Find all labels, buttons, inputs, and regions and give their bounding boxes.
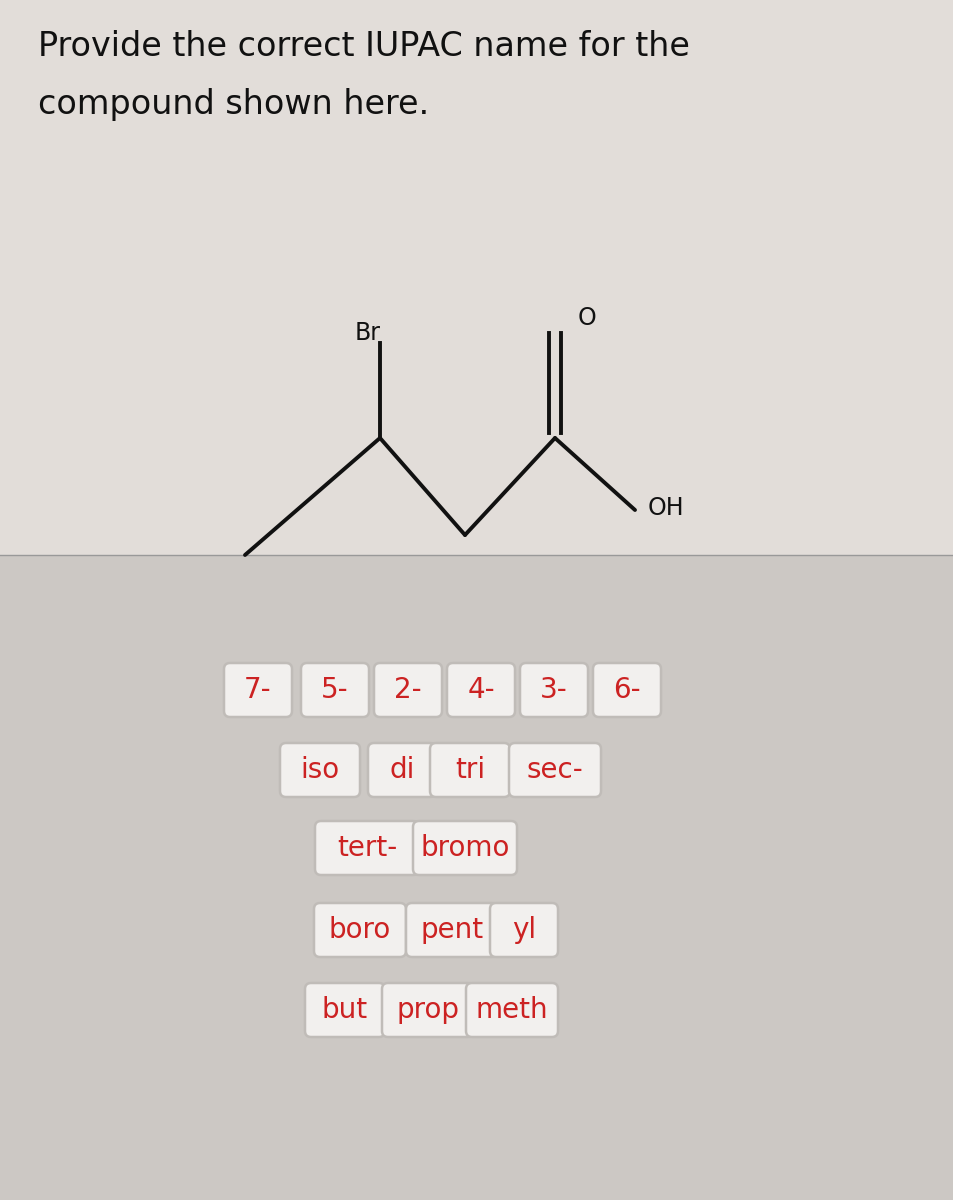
Text: 4-: 4- bbox=[467, 676, 495, 704]
Text: tri: tri bbox=[455, 756, 484, 784]
Text: O: O bbox=[578, 306, 597, 330]
Text: 3-: 3- bbox=[539, 676, 567, 704]
Text: yl: yl bbox=[512, 916, 536, 944]
FancyBboxPatch shape bbox=[413, 821, 517, 875]
FancyBboxPatch shape bbox=[519, 662, 587, 716]
FancyBboxPatch shape bbox=[301, 662, 369, 716]
Text: 2-: 2- bbox=[394, 676, 421, 704]
Text: Provide the correct IUPAC name for the: Provide the correct IUPAC name for the bbox=[38, 30, 689, 62]
FancyBboxPatch shape bbox=[593, 662, 660, 716]
FancyBboxPatch shape bbox=[465, 983, 558, 1037]
Text: iso: iso bbox=[300, 756, 339, 784]
FancyBboxPatch shape bbox=[314, 902, 406, 958]
FancyBboxPatch shape bbox=[406, 902, 497, 958]
Text: Br: Br bbox=[355, 320, 380, 346]
FancyBboxPatch shape bbox=[0, 0, 953, 554]
FancyBboxPatch shape bbox=[224, 662, 292, 716]
Text: tert-: tert- bbox=[336, 834, 396, 862]
FancyBboxPatch shape bbox=[447, 662, 515, 716]
FancyBboxPatch shape bbox=[368, 743, 436, 797]
FancyBboxPatch shape bbox=[280, 743, 359, 797]
Text: boro: boro bbox=[329, 916, 391, 944]
Text: pent: pent bbox=[420, 916, 483, 944]
Text: 7-: 7- bbox=[244, 676, 272, 704]
FancyBboxPatch shape bbox=[314, 821, 418, 875]
FancyBboxPatch shape bbox=[490, 902, 558, 958]
FancyBboxPatch shape bbox=[305, 983, 385, 1037]
Text: compound shown here.: compound shown here. bbox=[38, 88, 429, 121]
Text: di: di bbox=[389, 756, 415, 784]
FancyBboxPatch shape bbox=[509, 743, 600, 797]
Text: 5-: 5- bbox=[321, 676, 349, 704]
Text: OH: OH bbox=[647, 496, 684, 520]
Text: sec-: sec- bbox=[526, 756, 583, 784]
Text: 6-: 6- bbox=[613, 676, 640, 704]
FancyBboxPatch shape bbox=[381, 983, 474, 1037]
Text: prop: prop bbox=[396, 996, 459, 1024]
Text: meth: meth bbox=[476, 996, 548, 1024]
FancyBboxPatch shape bbox=[430, 743, 510, 797]
Text: bromo: bromo bbox=[420, 834, 509, 862]
Text: but: but bbox=[321, 996, 368, 1024]
FancyBboxPatch shape bbox=[0, 554, 953, 1200]
FancyBboxPatch shape bbox=[374, 662, 441, 716]
